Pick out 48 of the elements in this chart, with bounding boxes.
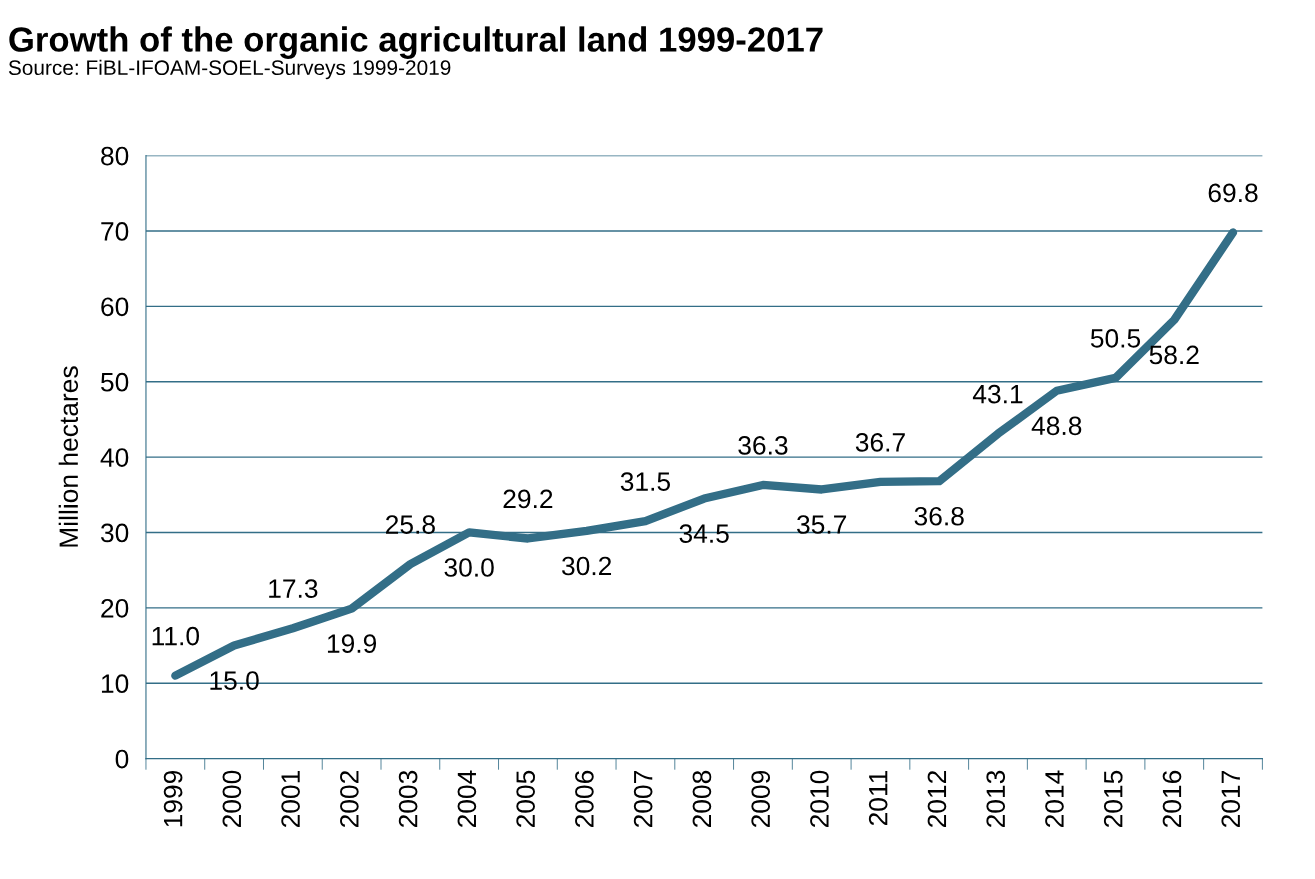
y-tick-label: 80 [101,146,129,166]
x-tick-label: 2014 [1045,770,1064,828]
x-tick-label: 2000 [222,770,242,828]
data-label: 36.3 [738,436,788,455]
data-label: 31.5 [620,472,670,491]
x-tick-label: 2017 [1221,771,1241,828]
x-tick-label: 2006 [575,770,594,828]
data-label: 17.3 [269,579,318,598]
y-tick-label: 30 [100,523,129,543]
data-label: 36.8 [914,506,964,526]
y-tick-label: 10 [101,674,129,694]
x-tick-label: 1999 [163,770,183,827]
y-axis-title: Million hectares [58,366,79,547]
x-tick-label: 2012 [927,771,947,828]
data-label: 69.8 [1208,183,1258,203]
data-label: 50.5 [1090,329,1141,348]
x-tick-label: 2015 [1103,770,1123,828]
x-tick-label: 2011 [868,770,888,826]
x-tick-label: 2003 [398,770,418,828]
y-tick-label: 60 [101,297,129,317]
data-label: 58.2 [1149,345,1199,365]
y-tick-label: 40 [100,448,129,467]
y-tick-label: 70 [101,222,129,241]
chart-title: Growth of the organic agricultural land 1999-2017 [9,26,823,59]
x-tick-label: 2016 [1162,770,1182,828]
x-tick-label: 2004 [457,770,477,828]
x-tick-label: 2005 [516,770,535,828]
data-label: 36.7 [855,433,905,452]
x-tick-label: 2007 [633,771,653,828]
x-tick-label: 2001 [281,770,300,828]
x-tick-label: 2009 [751,770,771,828]
data-label: 30.2 [561,556,612,576]
data-label: 25.8 [386,515,435,534]
x-tick-label: 2008 [692,770,712,828]
x-tick-label: 2013 [986,770,1006,828]
x-tick-label: 2010 [810,770,829,828]
data-label: 19.9 [327,634,377,653]
data-label: 30.0 [444,558,494,577]
data-label: 11.0 [152,626,200,646]
data-label: 48.8 [1031,416,1082,436]
y-tick-label: 50 [101,372,129,392]
y-tick-label: 0 [115,749,129,769]
y-tick-label: 20 [101,598,129,618]
data-label: 35.7 [797,515,847,534]
chart-subtitle: Source: FiBL-IFOAM-SOEL-Surveys 1999-2019 [8,59,451,80]
x-tick-label: 2002 [340,771,359,828]
data-label: 43.1 [972,384,1023,404]
data-label: 29.2 [503,489,553,509]
